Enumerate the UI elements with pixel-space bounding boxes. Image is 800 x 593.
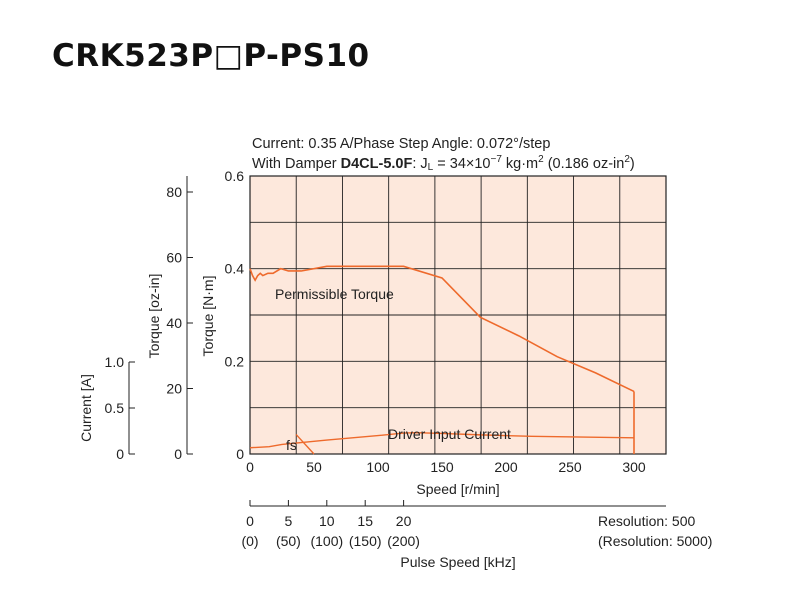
driver-input-current-label: Driver Input Current [388,426,511,442]
conditions-line-1: Current: 0.35 A/Phase Step Angle: 0.072°… [252,136,550,152]
speed-tick-label: 300 [622,459,646,475]
torque-nm-axis: 0 0.2 0.4 0.6 [225,168,245,462]
current-tick-label: 0 [116,446,124,462]
page-title: CRK523P□P-PS10 [52,38,370,74]
pulse-tick-label: 15 [357,513,373,529]
permissible-torque-curve [249,265,635,393]
torque-nm-tick-label: 0.6 [225,168,245,184]
resolution-500: Resolution: 500 [598,513,696,529]
plot-border [249,175,667,455]
inertia-sub: L [428,162,434,173]
pulse-tick-label: 0 [246,513,254,529]
pulse-tick-label-paren: (200) [387,533,420,549]
speed-tick-label: 200 [494,459,518,475]
pulse-axis-title: Pulse Speed [kHz] [400,554,515,570]
speed-tick-label: 0 [246,459,254,475]
torque-ozin-tick-label: 0 [174,446,182,462]
inertia-close: ) [630,156,635,172]
torque-nm-tick-label: 0.4 [225,261,245,277]
inertia-exp3: 2 [624,154,630,165]
speed-axis-title: Speed [r/min] [416,481,499,497]
damper-prefix: With Damper [252,156,341,172]
inertia-unit: kg·m [502,156,538,172]
torque-nm-axis-title: Torque [N·m] [200,276,216,357]
conditions-line-2: With Damper D4CL-5.0F: JL = 34×10−7 kg·m… [252,154,635,173]
torque-ozin-tick-label: 20 [166,381,182,397]
inertia-exp2: 2 [538,154,544,165]
pulse-axis: 0 (0) 5 (50) 10 (100) 15 (150) 20 (200) [241,500,420,549]
pulse-tick-label-paren: (50) [276,533,301,549]
pulse-tick-label: 5 [285,513,293,529]
pulse-tick-label-paren: (0) [241,533,258,549]
current-axis: 0 0.5 1.0 [105,354,135,462]
inertia-j: : J [412,156,427,172]
torque-nm-tick-label: 0 [236,446,244,462]
curves [249,265,635,455]
speed-tick-label: 100 [366,459,390,475]
pulse-tick-label-paren: (100) [310,533,343,549]
speed-axis: 0 50 100 150 200 250 300 [246,459,646,475]
fs-curve [295,433,315,455]
inertia-exp1: −7 [490,154,502,165]
speed-tick-label: 250 [558,459,582,475]
inertia-eq: = 34×10 [433,156,490,172]
speed-tick-label: 150 [430,459,454,475]
inertia-oz: (0.186 oz-in [544,156,625,172]
speed-tick-label: 50 [306,459,322,475]
torque-ozin-tick-label: 60 [166,250,182,266]
current-axis-title: Current [A] [78,374,94,442]
pulse-tick-label: 20 [396,513,412,529]
torque-ozin-tick-label: 40 [166,315,182,331]
driver-input-current-curve [249,431,635,449]
grid [250,176,666,454]
resolution-5000: (Resolution: 5000) [598,533,712,549]
torque-ozin-tick-label: 80 [166,184,182,200]
current-tick-label: 1.0 [105,354,125,370]
torque-nm-tick-label: 0.2 [225,353,245,369]
torque-ozin-axis: 0 20 40 60 80 [166,184,193,462]
current-tick-label: 0.5 [105,400,125,416]
damper-name: D4CL-5.0F [341,156,413,172]
pulse-tick-label: 10 [319,513,335,529]
permissible-torque-label: Permissible Torque [275,286,394,302]
pulse-tick-label-paren: (150) [349,533,382,549]
fs-label: fs [286,437,297,453]
torque-ozin-axis-title: Torque [oz-in] [146,274,162,359]
